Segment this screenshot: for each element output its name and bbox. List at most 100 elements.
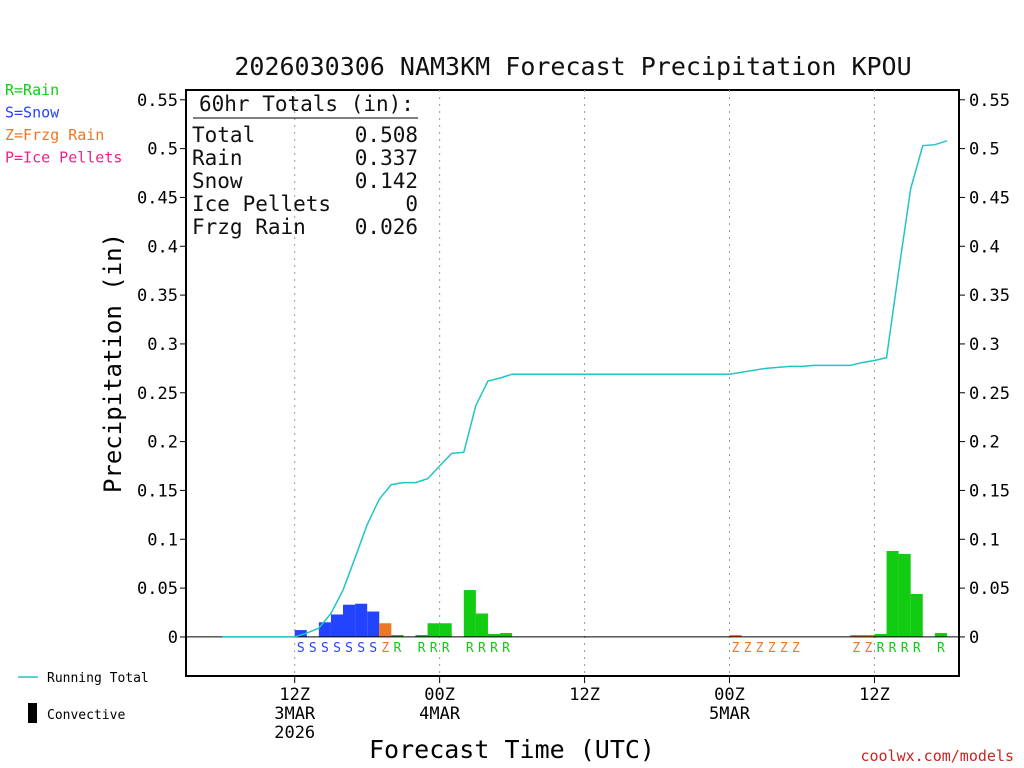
type-letter-frzg-rain: Z <box>744 641 752 656</box>
type-letter-rain: R <box>466 641 474 656</box>
x-tick-label: 5MAR <box>709 704 751 724</box>
y-tick-label-left: 0.2 <box>147 433 178 453</box>
bar-frzg-rain <box>379 623 392 637</box>
legend-rain: R=Rain <box>5 81 59 99</box>
type-letter-rain: R <box>430 641 438 656</box>
y-tick-label-right: 0.25 <box>969 384 1010 404</box>
type-letter-snow: S <box>309 641 317 656</box>
totals-box: 60hr Totals (in): Total 0.508 Rain 0.337 Sno… <box>192 92 418 239</box>
bar-rain <box>475 613 488 637</box>
type-letter-rain: R <box>393 641 401 656</box>
x-tick-label: 00Z <box>424 685 455 705</box>
convective-legend-label: Convective <box>47 708 125 723</box>
x-tick-label: 3MAR <box>274 704 316 724</box>
x-tick-label: 12Z <box>569 685 600 705</box>
y-tick-label-right: 0.4 <box>969 237 1000 257</box>
bar-snow <box>343 604 356 637</box>
y-tick-label-left: 0.4 <box>147 237 178 257</box>
totals-label: Ice Pellets <box>192 192 331 216</box>
bar-rain <box>487 634 501 637</box>
totals-label: Snow <box>192 169 243 193</box>
legend-ice-pellets: P=Ice Pellets <box>5 149 122 167</box>
x-tick-label: 12Z <box>859 685 890 705</box>
plot-frame <box>185 89 960 677</box>
type-letter-frzg-rain: Z <box>381 641 389 656</box>
totals-value: 0.026 <box>355 215 418 239</box>
type-letter-rain: R <box>418 641 426 656</box>
y-axis-left: 0 0.05 0.1 0.15 0.2 0.25 0.3 0.35 0.4 0.45 0.5 0.55 <box>137 91 186 648</box>
type-legend: R=Rain S=Snow Z=Frzg Rain P=Ice Pellets <box>5 81 122 167</box>
y-tick-label-right: 0.1 <box>969 530 1000 550</box>
y-tick-label-left: 0.1 <box>147 530 178 550</box>
y-tick-label-right: 0.3 <box>969 335 1000 355</box>
bars <box>294 550 947 637</box>
bar-frzg-rain <box>729 634 742 637</box>
credit-text: coolwx.com/models <box>860 747 1014 765</box>
totals-value: 0.337 <box>355 146 418 170</box>
x-tick-label: 2026 <box>274 723 315 743</box>
bar-frzg-rain <box>862 634 875 637</box>
type-letter-frzg-rain: Z <box>756 641 764 656</box>
y-tick-label-left: 0.45 <box>137 188 178 208</box>
y-tick-label-left: 0.55 <box>137 91 178 111</box>
totals-value: 0.142 <box>355 169 418 193</box>
legend-frzg-rain: Z=Frzg Rain <box>5 126 104 144</box>
totals-rows: Total 0.508 Rain 0.337 Snow 0.142 Ice Pellets 0… <box>192 123 418 239</box>
y-tick-label-left: 0.3 <box>147 335 178 355</box>
totals-label: Rain <box>192 146 243 170</box>
totals-value: 0 <box>405 192 418 216</box>
type-letter-rain: R <box>478 641 486 656</box>
type-letter-rain: R <box>889 641 897 656</box>
y-tick-label-left: 0.25 <box>137 384 178 404</box>
bar-rain <box>874 634 887 637</box>
type-letter-snow: S <box>333 641 341 656</box>
x-tick-label: 4MAR <box>419 704 461 724</box>
bar-snow <box>318 622 331 637</box>
y-axis-right: 0 0.05 0.1 0.15 0.2 0.25 0.3 0.35 0.4 0.45 0.5 0.55 <box>959 91 1010 648</box>
chart-title: 2026030306 NAM3KM Forecast Precipitation… <box>234 52 911 81</box>
type-letter-rain: R <box>877 641 885 656</box>
type-letter-frzg-rain: Z <box>768 641 776 656</box>
type-letter-snow: S <box>297 641 305 656</box>
bar-snow <box>367 611 380 637</box>
type-letter-rain: R <box>937 641 945 656</box>
running-total-line <box>222 140 948 638</box>
bar-rain <box>439 623 452 637</box>
y-axis-label: Precipitation (in) <box>99 233 127 493</box>
y-tick-label-left: 0.35 <box>137 286 178 306</box>
y-tick-label-right: 0.2 <box>969 433 1000 453</box>
bar-rain <box>427 623 440 637</box>
y-tick-label-left: 0 <box>168 628 178 648</box>
running-total-legend-label: Running Total <box>47 671 149 686</box>
type-letter-snow: S <box>345 641 353 656</box>
type-letter-frzg-rain: Z <box>792 641 800 656</box>
legend-snow: S=Snow <box>5 104 60 122</box>
bar-frzg-rain <box>850 634 863 637</box>
x-tick-label: 12Z <box>279 685 310 705</box>
bar-rain <box>500 633 513 637</box>
bar-rain <box>886 550 899 637</box>
y-tick-label-right: 0 <box>969 628 979 648</box>
type-letter-snow: S <box>357 641 365 656</box>
type-letter-frzg-rain: Z <box>865 641 873 656</box>
convective-legend-swatch <box>28 703 37 723</box>
x-tick-label: 00Z <box>714 685 745 705</box>
type-letter-rain: R <box>490 641 498 656</box>
x-axis-label: Forecast Time (UTC) <box>369 735 655 764</box>
y-tick-label-left: 0.05 <box>137 579 178 599</box>
bar-rain <box>415 634 428 637</box>
bar-rain <box>898 553 911 637</box>
type-letter-frzg-rain: Z <box>780 641 788 656</box>
bar-rain <box>934 633 947 637</box>
bar-snow <box>294 630 307 637</box>
y-tick-label-right: 0.35 <box>969 286 1010 306</box>
totals-label: Total <box>192 123 255 147</box>
bar-snow <box>355 603 368 637</box>
y-tick-label-right: 0.5 <box>969 140 1000 160</box>
totals-label: Frzg Rain <box>192 215 306 239</box>
y-tick-label-left: 0.15 <box>137 481 178 501</box>
y-tick-label-left: 0.5 <box>147 140 178 160</box>
bar-rain <box>391 634 404 637</box>
